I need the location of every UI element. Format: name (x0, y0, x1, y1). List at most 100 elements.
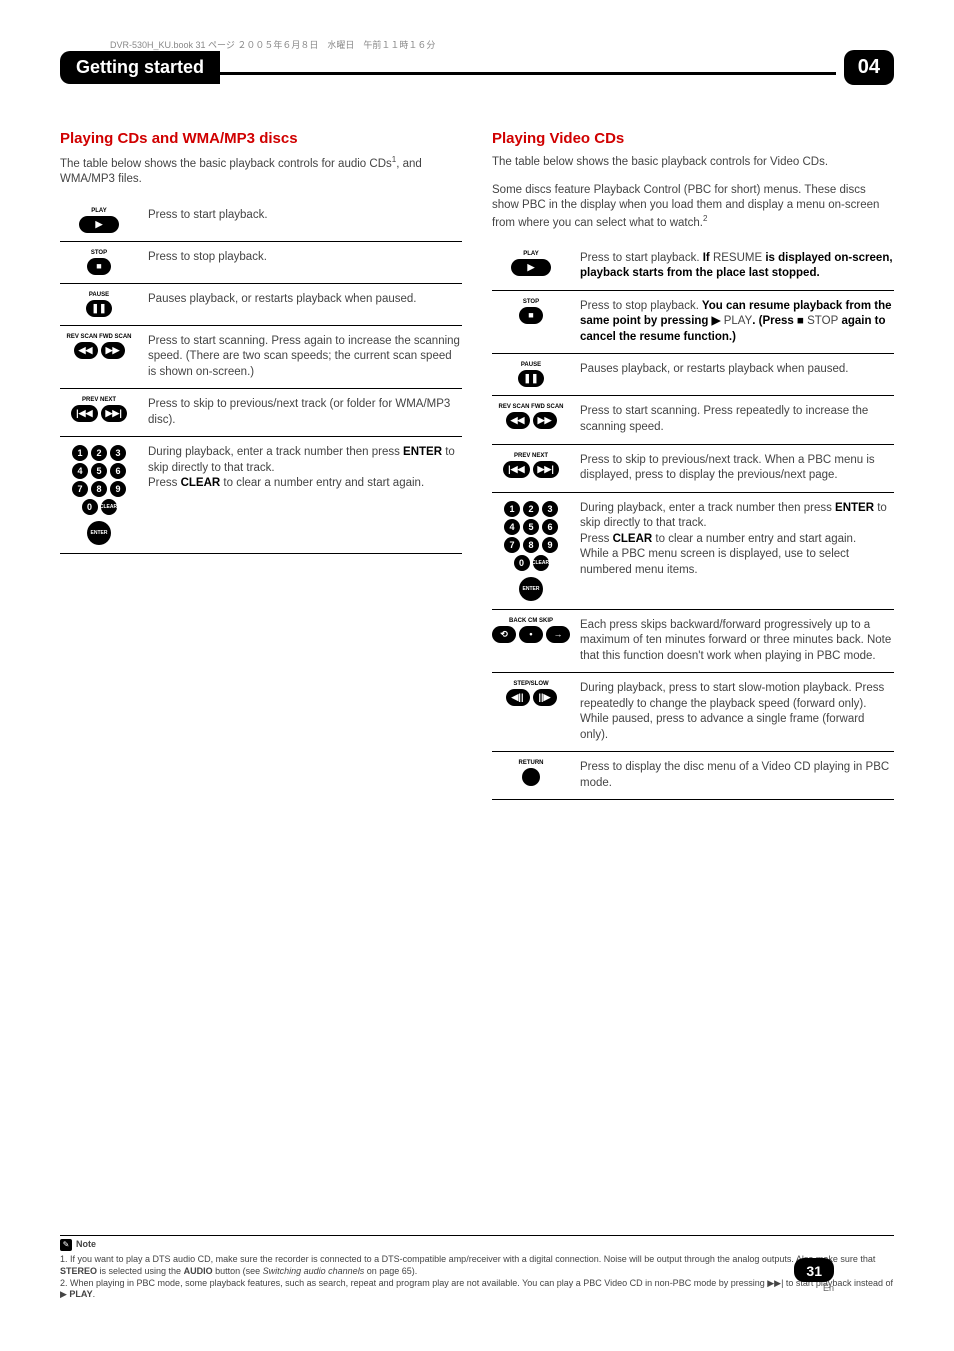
button-label: PLAY (91, 208, 106, 214)
icon-cell: PAUSE ❚❚ (492, 362, 570, 387)
desc-cell: Pauses playback, or restarts playback wh… (580, 362, 894, 378)
remote-button-icon: |◀◀ (503, 461, 529, 478)
remote-button-icon: |◀◀ (71, 405, 97, 422)
num-button: 6 (542, 519, 558, 535)
icon-cell: PAUSE ❚❚ (60, 292, 138, 317)
chapter-badge: 04 (844, 50, 894, 85)
icon-cell: STEP/SLOW◀||||▶ (492, 681, 570, 706)
table-row: 1234567890CLEARENTERDuring playback, ent… (492, 493, 894, 610)
footer-notes: ✎ Note 1. If you want to play a DTS audi… (60, 1235, 894, 1301)
table-row: RETURN Press to display the disc menu of … (492, 752, 894, 800)
page-title: Getting started (60, 51, 220, 84)
remote-button-icon: ■ (87, 258, 111, 275)
remote-button-icon: ◀|| (506, 689, 530, 706)
remote-button-icon: → (546, 626, 570, 643)
table-row: PAUSE ❚❚ Pauses playback, or restarts play… (492, 354, 894, 396)
button-label: BACK CM SKIP (509, 618, 553, 624)
clear-button: CLEAR (533, 555, 549, 571)
num-button: 5 (523, 519, 539, 535)
button-label: RETURN (519, 760, 544, 766)
num-button: 7 (504, 537, 520, 553)
desc-cell: Press to start scanning. Press again to … (148, 334, 462, 381)
icon-cell: PREV NEXT |◀◀▶▶| (492, 453, 570, 478)
desc-cell: Press to start scanning. Press repeatedl… (580, 404, 894, 435)
button-label: PAUSE (521, 362, 541, 368)
desc-cell: Each press skips backward/forward progre… (580, 618, 894, 665)
button-label: PREV NEXT (82, 397, 116, 403)
remote-button-icon: ▶▶ (101, 342, 125, 359)
icon-cell: BACK CM SKIP ⟲•→ (492, 618, 570, 643)
remote-button-icon: ❚❚ (518, 370, 543, 387)
button-label: REV SCAN FWD SCAN (498, 404, 563, 410)
table-row: STOP ■ Press to stop playback. (60, 242, 462, 284)
remote-button-icon: ◀◀ (506, 412, 530, 429)
enter-button: ENTER (519, 577, 543, 601)
icon-cell: STOP■ (492, 299, 570, 324)
desc-cell: Press to start playback. If RESUME is di… (580, 251, 894, 282)
section-intro-left: The table below shows the basic playback… (60, 155, 462, 188)
footnote-2: 2. When playing in PBC mode, some playba… (60, 1278, 894, 1301)
desc-cell: Pauses playback, or restarts playback wh… (148, 292, 462, 308)
button-label: PAUSE (89, 292, 109, 298)
num-button: 0 (514, 555, 530, 571)
num-button: 1 (72, 445, 88, 461)
table-row: BACK CM SKIP ⟲•→ Each press skips backward… (492, 610, 894, 674)
header-bar: Getting started 04 (60, 50, 894, 85)
button-label: STOP (523, 299, 539, 305)
num-button: 9 (110, 481, 126, 497)
desc-cell: Press to start playback. (148, 208, 462, 224)
desc-cell: Press to stop playback. You can resume p… (580, 299, 894, 346)
footnote-1: 1. If you want to play a DTS audio CD, m… (60, 1254, 894, 1277)
num-button: 5 (91, 463, 107, 479)
num-button: 0 (82, 499, 98, 515)
file-meta: DVR-530H_KU.book 31 ページ ２００５年６月８日 水曜日 午前… (110, 38, 435, 51)
num-button: 8 (91, 481, 107, 497)
header-line (220, 72, 836, 75)
remote-button-icon: ||▶ (533, 689, 557, 706)
remote-button-icon: ▶▶| (533, 461, 559, 478)
section-intro-right-1: The table below shows the basic playback… (492, 155, 894, 171)
table-row: PREV NEXT|◀◀▶▶|Press to skip to previous… (60, 389, 462, 437)
num-button: 3 (542, 501, 558, 517)
control-table-right: PLAY ▶ Press to start playback. If RESUME … (492, 243, 894, 800)
button-label: STOP (91, 250, 107, 256)
num-button: 2 (523, 501, 539, 517)
button-label: PLAY (523, 251, 538, 257)
remote-button-icon: ❚❚ (86, 300, 111, 317)
remote-button-icon: • (519, 626, 543, 643)
desc-cell: During playback, press to start slow-mot… (580, 681, 894, 743)
remote-button-icon: ▶ (511, 259, 551, 276)
icon-cell: REV SCAN FWD SCAN ◀◀▶▶ (492, 404, 570, 429)
table-row: PAUSE ❚❚ Pauses playback, or restarts play… (60, 284, 462, 326)
remote-button-icon: ◀◀ (74, 342, 98, 359)
table-row: PLAY ▶ Press to start playback. If RESUME … (492, 243, 894, 291)
section-intro-right-2: Some discs feature Playback Control (PBC… (492, 183, 894, 231)
clear-button: CLEAR (101, 499, 117, 515)
num-button: 3 (110, 445, 126, 461)
button-label: REV SCAN FWD SCAN (66, 334, 131, 340)
num-button: 9 (542, 537, 558, 553)
remote-button-icon: ▶▶| (101, 405, 127, 422)
num-button: 8 (523, 537, 539, 553)
return-button (522, 768, 540, 786)
num-button: 1 (504, 501, 520, 517)
desc-cell: Press to stop playback. (148, 250, 462, 266)
right-column: Playing Video CDs The table below shows … (492, 130, 894, 800)
icon-cell: 1234567890CLEARENTER (60, 445, 138, 545)
num-button: 6 (110, 463, 126, 479)
button-label: PREV NEXT (514, 453, 548, 459)
table-row: REV SCAN FWD SCAN ◀◀▶▶ Press to start scan… (492, 396, 894, 444)
numpad: 1234567890CLEARENTER (72, 445, 126, 545)
table-row: PREV NEXT|◀◀▶▶|Press to skip to previous… (492, 445, 894, 493)
remote-button-icon: ▶▶ (533, 412, 557, 429)
icon-cell: REV SCAN FWD SCAN ◀◀▶▶ (60, 334, 138, 359)
table-row: 1234567890CLEARENTERDuring playback, ent… (60, 437, 462, 554)
page-number: 31 (794, 1258, 834, 1282)
enter-button: ENTER (87, 521, 111, 545)
icon-cell: RETURN (492, 760, 570, 786)
table-row: REV SCAN FWD SCAN ◀◀▶▶ Press to start scan… (60, 326, 462, 390)
numpad: 1234567890CLEARENTER (504, 501, 558, 601)
desc-cell: Press to display the disc menu of a Vide… (580, 760, 894, 791)
remote-button-icon: ⟲ (492, 626, 516, 643)
section-title-right: Playing Video CDs (492, 130, 894, 147)
